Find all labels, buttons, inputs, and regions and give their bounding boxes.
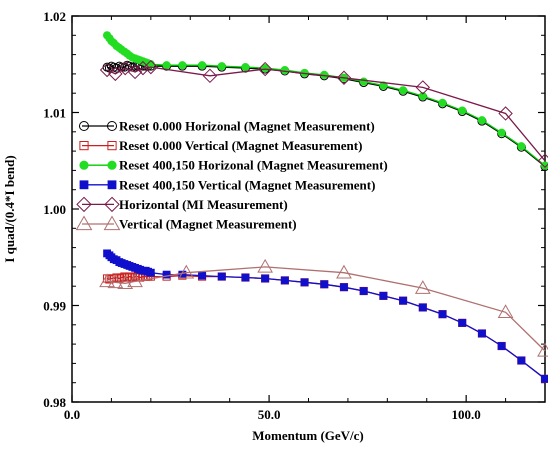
legend-label: Reset 400,150 Vertical (Magnet Measureme… [119,177,375,192]
legend-entry: Reset 0.000 Vertical (Magnet Measurement… [80,138,363,153]
legend-entry: Reset 0.000 Horizonal (Magnet Measuremen… [80,119,375,134]
series-3 [104,250,548,382]
data-point [419,304,426,311]
data-point [163,62,170,69]
data-point [439,311,446,318]
data-point [498,129,505,136]
data-point [380,292,387,299]
data-point [262,275,269,282]
legend-label: Reset 400,150 Horizonal (Magnet Measurem… [119,158,388,173]
x-tick-label: 0.0 [64,407,80,422]
data-point [518,357,525,364]
data-point [400,87,407,94]
data-point [179,62,186,69]
legend-label: Horizontal (MI Measurement) [119,197,288,212]
legend-marker [108,161,116,169]
x-tick-label: 50.0 [258,407,281,422]
data-point [198,62,205,69]
data-point [439,99,446,106]
data-point [360,288,367,295]
y-tick-label: 0.99 [43,299,66,314]
legend-marker [80,181,88,189]
data-point [281,277,288,284]
y-tick-label: 1.01 [43,106,66,121]
data-point [400,297,407,304]
series-line [107,276,545,379]
data-point [218,63,225,70]
series-1 [103,272,548,382]
legend-marker [77,217,92,230]
data-point [258,260,272,272]
data-point [301,279,308,286]
data-point [281,66,288,73]
legend-entry: Vertical (Magnet Measurement) [77,217,297,232]
data-point [360,78,367,85]
y-tick-label: 1.00 [43,202,66,217]
x-axis-title: Momentum (GeV/c) [252,428,364,443]
data-point [498,343,505,350]
y-tick-label: 1.02 [43,9,66,24]
legend-entry: Reset 400,150 Vertical (Magnet Measureme… [80,177,375,192]
legend-marker [105,217,120,230]
y-tick-label: 0.98 [43,395,66,410]
data-point [459,319,466,326]
y-axis-title: I quad/(0.4*I bend) [2,155,17,262]
data-point [242,64,249,71]
data-point [147,269,154,276]
data-point [518,143,525,150]
data-point [542,375,548,382]
series-line [107,267,545,351]
legend-marker [108,181,116,189]
series-line [107,253,545,378]
data-point [199,272,206,279]
legend-entry: Reset 400,150 Horizonal (Magnet Measurem… [80,158,388,173]
legend-label: Reset 0.000 Vertical (Magnet Measurement… [119,138,362,153]
legend-label: Reset 0.000 Horizonal (Magnet Measuremen… [119,119,375,134]
data-point [459,107,466,114]
data-point [218,273,225,280]
data-point [341,284,348,291]
legend-label: Vertical (Magnet Measurement) [119,217,297,232]
legend-marker [80,161,88,169]
legend-entry: Horizontal (MI Measurement) [77,197,288,212]
data-point [478,117,485,124]
x-tick-label: 100.0 [452,407,481,422]
legend: Reset 0.000 Horizonal (Magnet Measuremen… [77,119,388,232]
data-point [242,274,249,281]
data-point [321,281,328,288]
data-point [479,330,486,337]
